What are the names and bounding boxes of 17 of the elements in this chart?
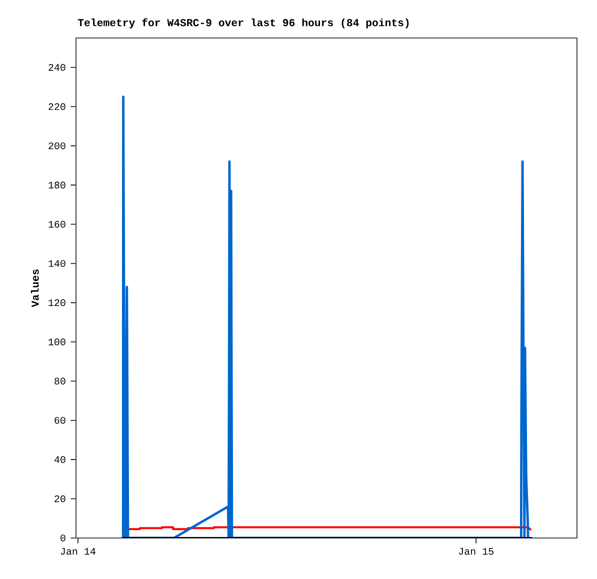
y-tick-label: 180 <box>48 182 66 188</box>
y-tick-label: 220 <box>48 103 66 110</box>
y-tick-label: 40 <box>54 456 66 463</box>
y-tick-label: 240 <box>48 64 66 71</box>
y-tick-label: 100 <box>48 338 66 346</box>
y-tick-label: 0 <box>60 534 66 542</box>
x-tick-label: Jan 15 <box>458 548 494 555</box>
y-tick-label: 140 <box>48 260 66 267</box>
chart-title: Telemetry for W4SRC-9 over last 96 hours (84 points) <box>78 18 409 28</box>
y-tick-label: 160 <box>48 220 66 228</box>
y-tick-label: 60 <box>54 416 66 424</box>
x-tick-label: Jan 14 <box>60 548 96 555</box>
y-axis-title: Values <box>30 269 39 308</box>
y-tick-label: 200 <box>48 142 66 150</box>
y-tick-label: 120 <box>48 299 66 306</box>
y-tick-label: 80 <box>54 378 66 385</box>
y-tick-label: 20 <box>54 495 66 502</box>
